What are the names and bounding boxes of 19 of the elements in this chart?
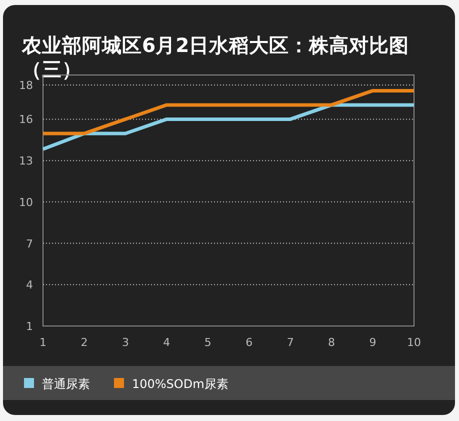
x-tick-label: 6 (246, 336, 253, 349)
x-tick-label: 7 (286, 336, 294, 349)
y-tick-label: 16 (19, 113, 33, 126)
y-tick-label: 18 (19, 78, 33, 92)
x-tick-label: 9 (369, 336, 376, 349)
x-tick-label: 10 (407, 336, 421, 349)
x-tick-label: 1 (40, 336, 46, 349)
y-tick-label: 4 (26, 278, 33, 292)
x-tick-label: 5 (204, 336, 212, 349)
legend-label: 100%SODm尿素 (132, 377, 228, 391)
x-tick-label: 3 (122, 336, 129, 349)
y-tick-label: 13 (19, 154, 33, 168)
x-tick-label: 8 (328, 336, 336, 349)
y-tick-label: 10 (19, 196, 33, 209)
y-tick-label: 7 (26, 237, 33, 250)
legend-label: 普通尿素 (42, 377, 90, 391)
y-tick-label: 1 (26, 320, 33, 333)
x-tick-label: 2 (80, 336, 88, 349)
x-tick-label: 4 (163, 336, 170, 349)
